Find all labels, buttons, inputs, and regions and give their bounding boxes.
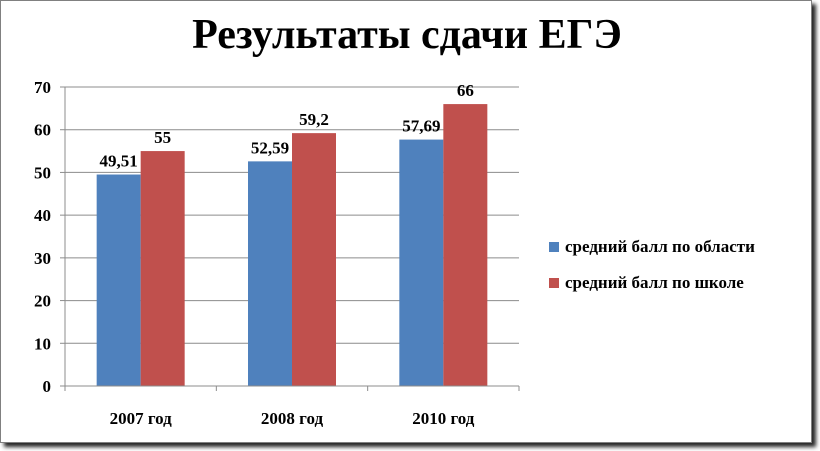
y-tick-label: 10	[34, 334, 51, 353]
axes: 0 10 20 30 40 50 60 70 2007 год 2008 год 2010 год	[34, 78, 520, 428]
bar	[292, 133, 336, 386]
data-label: 57,69	[402, 117, 440, 136]
bars	[96, 104, 488, 386]
data-labels: 49,51 55 52,59 59,2 57,69 66	[100, 81, 474, 170]
bar	[96, 174, 141, 386]
data-label: 52,59	[251, 138, 289, 157]
legend-swatch-region	[549, 242, 559, 252]
x-tick-label: 2010 год	[412, 409, 475, 428]
y-tick-label: 70	[34, 78, 51, 97]
bar	[248, 161, 292, 386]
x-tick-label: 2007 год	[110, 409, 173, 428]
y-tick-label: 30	[34, 249, 51, 268]
chart-title: Результаты сдачи ЕГЭ	[192, 12, 622, 58]
legend: средний балл по области средний балл по …	[549, 229, 809, 301]
y-tick-label: 50	[34, 163, 51, 182]
data-label: 49,51	[100, 152, 138, 171]
legend-label-school: средний балл по школе	[565, 273, 744, 292]
x-tick-label: 2008 год	[261, 409, 324, 428]
y-tick-label: 0	[43, 377, 52, 396]
data-label: 59,2	[299, 110, 329, 129]
data-label: 66	[457, 81, 474, 100]
bar	[140, 151, 185, 386]
legend-item-region: средний балл по области	[549, 229, 809, 265]
legend-item-school: средний балл по школе	[549, 265, 809, 301]
legend-label-region: средний балл по области	[565, 237, 755, 256]
chart-area: Результаты сдачи ЕГЭ 0 10 20 30 40 50 60 70 2007…	[0, 0, 812, 443]
bar	[399, 139, 444, 386]
y-tick-label: 60	[34, 121, 51, 140]
legend-swatch-school	[549, 278, 559, 288]
bar	[443, 104, 488, 386]
y-tick-label: 40	[34, 206, 51, 225]
data-label: 55	[154, 128, 171, 147]
y-tick-label: 20	[34, 292, 51, 311]
